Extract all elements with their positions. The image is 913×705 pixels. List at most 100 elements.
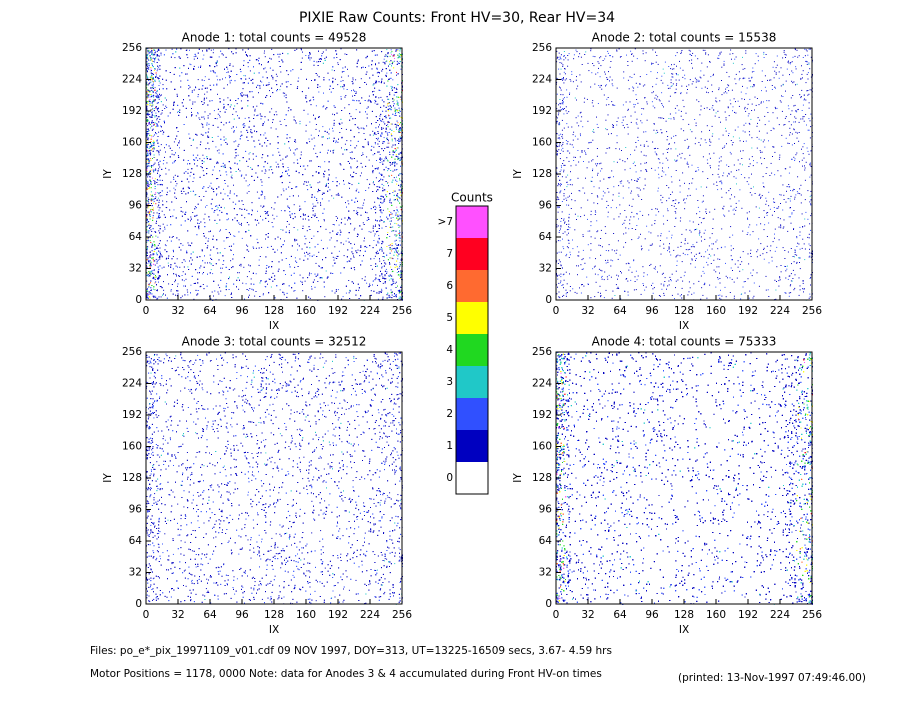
chart-title: PIXIE Raw Counts: Front HV=30, Rear HV=3… xyxy=(299,10,615,26)
colorbar-cell xyxy=(456,462,488,494)
y-tick-label: 256 xyxy=(122,346,142,358)
colorbar-label: 1 xyxy=(446,440,453,452)
y-axis-label: IY xyxy=(102,473,114,483)
colorbar-cell xyxy=(456,238,488,270)
x-tick-label: 96 xyxy=(235,609,249,621)
y-tick-label: 256 xyxy=(122,42,142,54)
printed-stamp: (printed: 13-Nov-1997 07:49:46.00) xyxy=(678,672,866,684)
x-tick-label: 128 xyxy=(264,305,284,317)
colorbar-label: 2 xyxy=(446,408,453,420)
y-tick-label: 224 xyxy=(122,378,142,390)
x-tick-label: 32 xyxy=(581,305,594,317)
y-tick-label: 192 xyxy=(532,105,552,117)
x-tick-label: 160 xyxy=(706,609,726,621)
x-tick-label: 160 xyxy=(296,609,316,621)
plot-frame xyxy=(145,47,403,301)
y-tick-label: 64 xyxy=(539,535,553,547)
x-tick-label: 32 xyxy=(581,609,594,621)
colorbar-label: 5 xyxy=(446,312,453,324)
colorbar-label: >7 xyxy=(438,216,453,228)
y-tick-label: 192 xyxy=(532,409,552,421)
x-tick-label: 96 xyxy=(235,305,249,317)
plot-frame xyxy=(145,351,403,605)
x-tick-label: 0 xyxy=(143,609,150,621)
panel-title: Anode 3: total counts = 32512 xyxy=(182,335,367,349)
x-axis-label: IX xyxy=(679,624,689,636)
count-pixels xyxy=(146,48,403,301)
y-tick-label: 160 xyxy=(122,137,142,149)
y-tick-label: 128 xyxy=(532,472,552,484)
x-tick-label: 0 xyxy=(143,305,150,317)
x-tick-label: 192 xyxy=(328,609,348,621)
plot-frame xyxy=(555,351,813,605)
x-tick-label: 32 xyxy=(171,305,184,317)
panel-title: Anode 2: total counts = 15538 xyxy=(592,31,777,45)
y-tick-label: 96 xyxy=(539,504,553,516)
x-tick-label: 32 xyxy=(171,609,184,621)
footer-line: Motor Positions = 1178, 0000 Note: data … xyxy=(90,668,602,680)
x-tick-label: 128 xyxy=(674,609,694,621)
x-tick-label: 256 xyxy=(802,609,822,621)
y-tick-label: 0 xyxy=(545,598,552,610)
y-tick-label: 192 xyxy=(122,409,142,421)
colorbar-cell xyxy=(456,206,488,238)
x-tick-label: 0 xyxy=(553,305,560,317)
y-tick-label: 128 xyxy=(122,168,142,180)
y-tick-label: 32 xyxy=(129,263,142,275)
footer-line: Files: po_e*_pix_19971109_v01.cdf 09 NOV… xyxy=(90,645,612,657)
y-tick-label: 64 xyxy=(129,231,143,243)
y-tick-label: 128 xyxy=(532,168,552,180)
x-tick-label: 0 xyxy=(553,609,560,621)
y-tick-label: 32 xyxy=(539,567,552,579)
y-tick-label: 256 xyxy=(532,346,552,358)
y-tick-label: 160 xyxy=(532,441,552,453)
colorbar-cell xyxy=(456,366,488,398)
colorbar-label: 7 xyxy=(446,248,453,260)
x-tick-label: 64 xyxy=(203,609,217,621)
y-axis-label: IY xyxy=(512,169,524,179)
y-tick-label: 0 xyxy=(135,598,142,610)
y-tick-label: 160 xyxy=(122,441,142,453)
colorbar-label: 0 xyxy=(446,472,453,484)
y-tick-label: 96 xyxy=(539,200,553,212)
x-tick-label: 256 xyxy=(802,305,822,317)
y-tick-label: 96 xyxy=(129,504,143,516)
y-tick-label: 64 xyxy=(539,231,553,243)
y-tick-label: 224 xyxy=(532,74,552,86)
y-axis-label: IY xyxy=(102,169,114,179)
x-tick-label: 256 xyxy=(392,609,412,621)
y-tick-label: 224 xyxy=(532,378,552,390)
y-tick-label: 32 xyxy=(539,263,552,275)
x-tick-label: 224 xyxy=(360,609,380,621)
panel-title: Anode 1: total counts = 49528 xyxy=(182,31,367,45)
x-tick-label: 192 xyxy=(328,305,348,317)
x-axis-label: IX xyxy=(269,624,279,636)
x-tick-label: 64 xyxy=(203,305,217,317)
x-tick-label: 224 xyxy=(360,305,380,317)
y-tick-label: 96 xyxy=(129,200,143,212)
y-tick-label: 224 xyxy=(122,74,142,86)
x-tick-label: 160 xyxy=(296,305,316,317)
y-tick-label: 128 xyxy=(122,472,142,484)
colorbar-title: Counts xyxy=(451,191,493,205)
count-pixels xyxy=(146,352,403,605)
x-tick-label: 96 xyxy=(645,609,659,621)
y-tick-label: 256 xyxy=(532,42,552,54)
x-tick-label: 64 xyxy=(613,609,627,621)
panel-title: Anode 4: total counts = 75333 xyxy=(592,335,777,349)
x-axis-label: IX xyxy=(679,320,689,332)
x-tick-label: 192 xyxy=(738,305,758,317)
colorbar-label: 4 xyxy=(446,344,453,356)
y-tick-label: 0 xyxy=(135,294,142,306)
x-tick-label: 128 xyxy=(674,305,694,317)
x-tick-label: 160 xyxy=(706,305,726,317)
x-axis-label: IX xyxy=(269,320,279,332)
colorbar-cell xyxy=(456,334,488,366)
x-tick-label: 128 xyxy=(264,609,284,621)
x-tick-label: 256 xyxy=(392,305,412,317)
y-tick-label: 64 xyxy=(129,535,143,547)
x-tick-label: 192 xyxy=(738,609,758,621)
colorbar-cell xyxy=(456,398,488,430)
count-pixels xyxy=(556,48,813,301)
